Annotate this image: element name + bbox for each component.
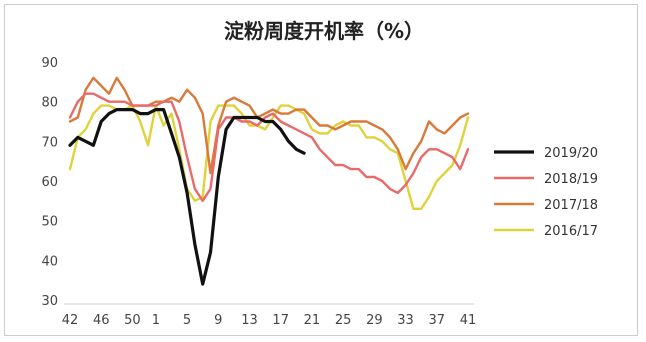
x-tick-label: 42 (62, 313, 79, 328)
y-tick-label: 30 (41, 294, 58, 309)
legend-label: 2019/20 (544, 146, 598, 161)
x-tick-label: 17 (272, 313, 289, 328)
y-tick-label: 90 (41, 56, 58, 71)
x-tick-label: 46 (93, 313, 110, 328)
x-tick-label: 50 (124, 313, 141, 328)
series-line-2019-20 (68, 108, 306, 286)
chart-title: 淀粉周度开机率（%） (224, 19, 424, 43)
x-tick-label: 9 (214, 313, 222, 328)
y-tick-label: 50 (41, 215, 58, 230)
y-axis: 30 40 50 60 70 80 90 (41, 56, 58, 309)
x-tick-label: 5 (183, 313, 191, 328)
series-line-2016-17 (68, 104, 470, 210)
x-tick-label: 21 (304, 313, 321, 328)
x-tick-label: 25 (335, 313, 352, 328)
legend-label: 2016/17 (544, 224, 598, 239)
legend: 2019/20 2018/19 2017/18 2016/17 (494, 146, 598, 239)
x-tick-label: 41 (460, 313, 477, 328)
series-lines (68, 76, 470, 286)
chart-frame (4, 4, 638, 336)
x-tick-label: 13 (241, 313, 258, 328)
x-tick-label: 37 (429, 313, 446, 328)
x-tick-label: 33 (397, 313, 414, 328)
x-tick-label: 29 (366, 313, 383, 328)
series-line-2018-19 (68, 92, 470, 202)
y-tick-label: 60 (41, 175, 58, 190)
legend-label: 2018/19 (544, 172, 598, 187)
x-tick-label: 1 (152, 313, 160, 328)
y-tick-label: 40 (41, 254, 58, 269)
y-tick-label: 70 (41, 135, 58, 150)
y-tick-label: 80 (41, 96, 58, 111)
x-axis: 42 46 50 1 5 9 13 17 21 25 29 33 37 41 (62, 313, 477, 328)
legend-label: 2017/18 (544, 198, 598, 213)
